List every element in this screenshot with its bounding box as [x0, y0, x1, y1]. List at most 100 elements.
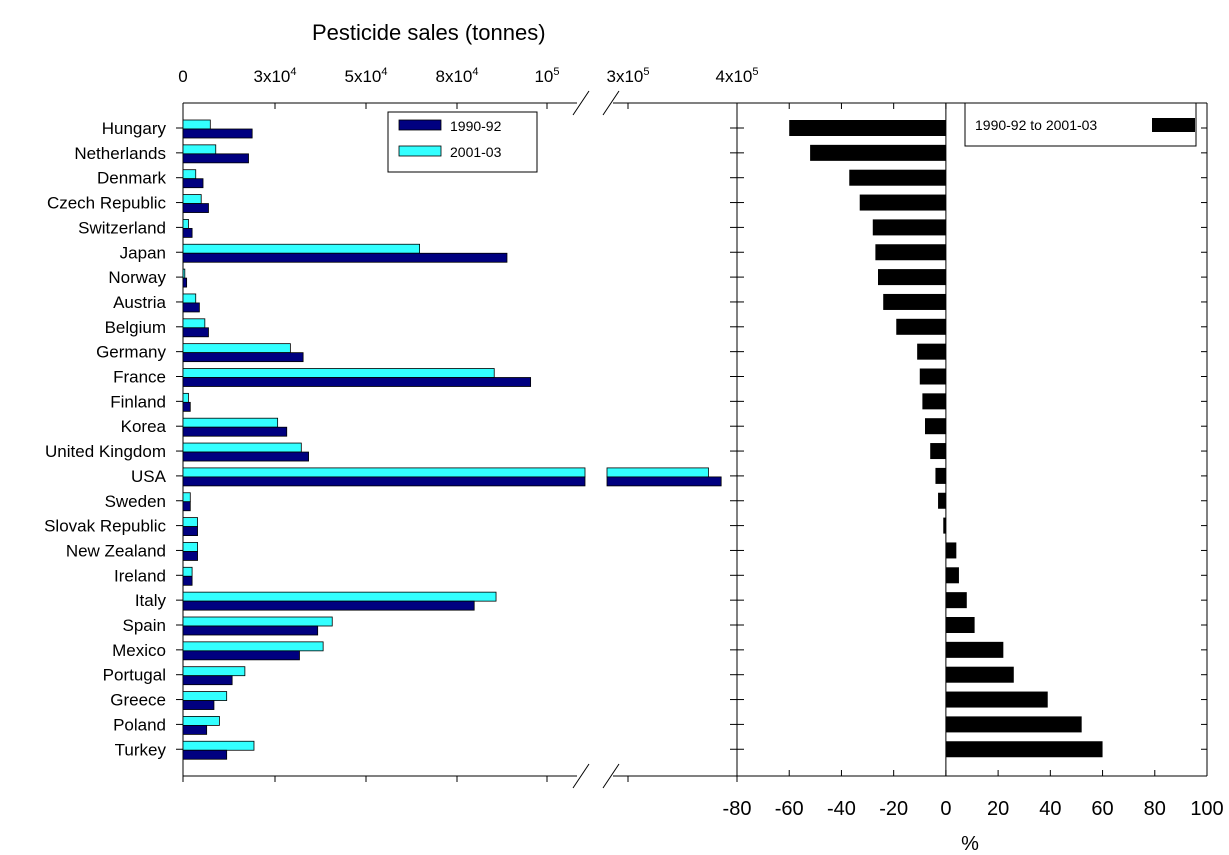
- bar-2001-03: [182, 318, 206, 329]
- category-label: Spain: [123, 616, 166, 635]
- category-label: France: [113, 368, 166, 387]
- right-chart-x-label: %: [961, 833, 979, 855]
- axis-break-mark: [572, 90, 590, 116]
- change-bar: [883, 293, 946, 310]
- bar-2001-03: [182, 442, 302, 453]
- bar-2001-03: [182, 740, 255, 751]
- change-bar: [789, 120, 946, 136]
- category-label: Finland: [110, 392, 166, 411]
- bar-1990-92: [182, 526, 198, 536]
- legend-label: 2001-03: [450, 144, 502, 160]
- bar-2001-03: [182, 542, 198, 552]
- change-bar: [945, 567, 959, 584]
- change-bar: [945, 716, 1082, 733]
- bar-1990-92: [182, 277, 188, 288]
- bar-1990-92: [182, 327, 209, 338]
- right-x-tick-label: 60: [1091, 798, 1113, 820]
- bar-1990-92: [182, 575, 193, 586]
- change-bar: [878, 269, 946, 286]
- bar-2001-03: [182, 243, 421, 254]
- bar-1990-92: [182, 377, 532, 387]
- right-x-tick-label: 40: [1039, 798, 1061, 820]
- bar-1990-92: [182, 178, 204, 189]
- bar-1990-92: [182, 551, 198, 561]
- bar-2001-03: [182, 119, 211, 130]
- bar-2001-03: [182, 368, 495, 378]
- bar-2001-03: [182, 417, 279, 428]
- legend-swatch: [398, 119, 442, 131]
- bar-1990-92: [182, 650, 300, 661]
- category-label: Netherlands: [74, 144, 166, 163]
- bar-1990-92: [182, 675, 233, 686]
- x-tick-label: 105: [534, 66, 559, 86]
- bar-1990-92: [182, 451, 309, 462]
- category-label: Slovak Republic: [44, 517, 166, 536]
- right-x-tick-label: -20: [879, 798, 908, 820]
- bar-2001-03: [182, 343, 291, 354]
- x-tick-label: 4x105: [716, 66, 759, 86]
- bar-2001-03: [182, 392, 189, 403]
- x-tick-label: 5x104: [345, 66, 388, 86]
- category-label: Japan: [120, 243, 166, 262]
- right-x-tick-label: -80: [723, 798, 752, 820]
- change-bar: [943, 517, 946, 534]
- right-x-tick-label: -40: [827, 798, 856, 820]
- bar-2001-03: [182, 169, 197, 180]
- left-chart-title: Pesticide sales (tonnes): [312, 20, 546, 45]
- bar-1990-92: [182, 252, 508, 263]
- category-label: Switzerland: [78, 218, 166, 237]
- right-x-tick-label: 80: [1144, 798, 1166, 820]
- change-bar: [945, 741, 1103, 758]
- bar-1990-92: [182, 476, 586, 487]
- change-bar: [875, 244, 946, 261]
- bar-2001-03: [182, 268, 186, 279]
- category-label: New Zealand: [66, 541, 166, 560]
- bar-1990-92: [182, 749, 228, 760]
- category-label: United Kingdom: [45, 442, 166, 461]
- category-label: Portugal: [103, 666, 166, 685]
- bar-1990-92: [182, 153, 249, 164]
- category-label: Ireland: [114, 566, 166, 585]
- right-x-tick-label: 20: [987, 798, 1009, 820]
- change-bar: [930, 443, 946, 460]
- category-label: Poland: [113, 715, 166, 734]
- category-label: USA: [131, 467, 167, 486]
- category-label: Denmark: [97, 169, 166, 188]
- change-bar: [922, 393, 946, 410]
- bar-2001-03: [182, 194, 202, 204]
- bar-2001-03: [182, 691, 228, 701]
- bar-1990-92: [182, 352, 304, 363]
- bar-2001-03: [182, 666, 246, 677]
- bar-2001-03: [182, 492, 191, 503]
- category-label: Mexico: [112, 641, 166, 660]
- category-label: Sweden: [105, 492, 166, 511]
- bar-2001-03: [182, 144, 217, 155]
- bar-2001-03: [182, 591, 497, 602]
- category-label: Germany: [96, 343, 166, 362]
- axis-break-mark: [602, 90, 620, 116]
- change-bar: [810, 144, 946, 161]
- change-bar: [945, 666, 1014, 683]
- bar-1990-92: [182, 128, 253, 139]
- bar-1990-92: [182, 227, 193, 238]
- bar-1990-92: [182, 600, 475, 611]
- change-bar: [896, 318, 946, 335]
- change-bar: [935, 467, 946, 484]
- category-label: Czech Republic: [47, 194, 167, 213]
- bar-1990-92: [606, 476, 722, 487]
- bar-2001-03: [182, 467, 586, 478]
- right-chart-panel: -80 -60 -40 -20 0 20 40 60 80 100 1990-92 to 2001-…: [723, 102, 1224, 820]
- category-label: Turkey: [115, 740, 167, 759]
- bar-2001-03: [182, 716, 220, 726]
- bar-1990-92: [182, 725, 208, 735]
- legend-swatch: [1152, 118, 1195, 132]
- category-label: Korea: [121, 417, 167, 436]
- category-label: Belgium: [105, 318, 166, 337]
- change-bar: [919, 368, 946, 385]
- change-bar: [859, 194, 946, 211]
- bar-2001-03: [182, 517, 198, 527]
- axis-break-mark: [572, 763, 590, 789]
- bar-2001-03: [182, 641, 324, 652]
- bar-1990-92: [182, 302, 200, 313]
